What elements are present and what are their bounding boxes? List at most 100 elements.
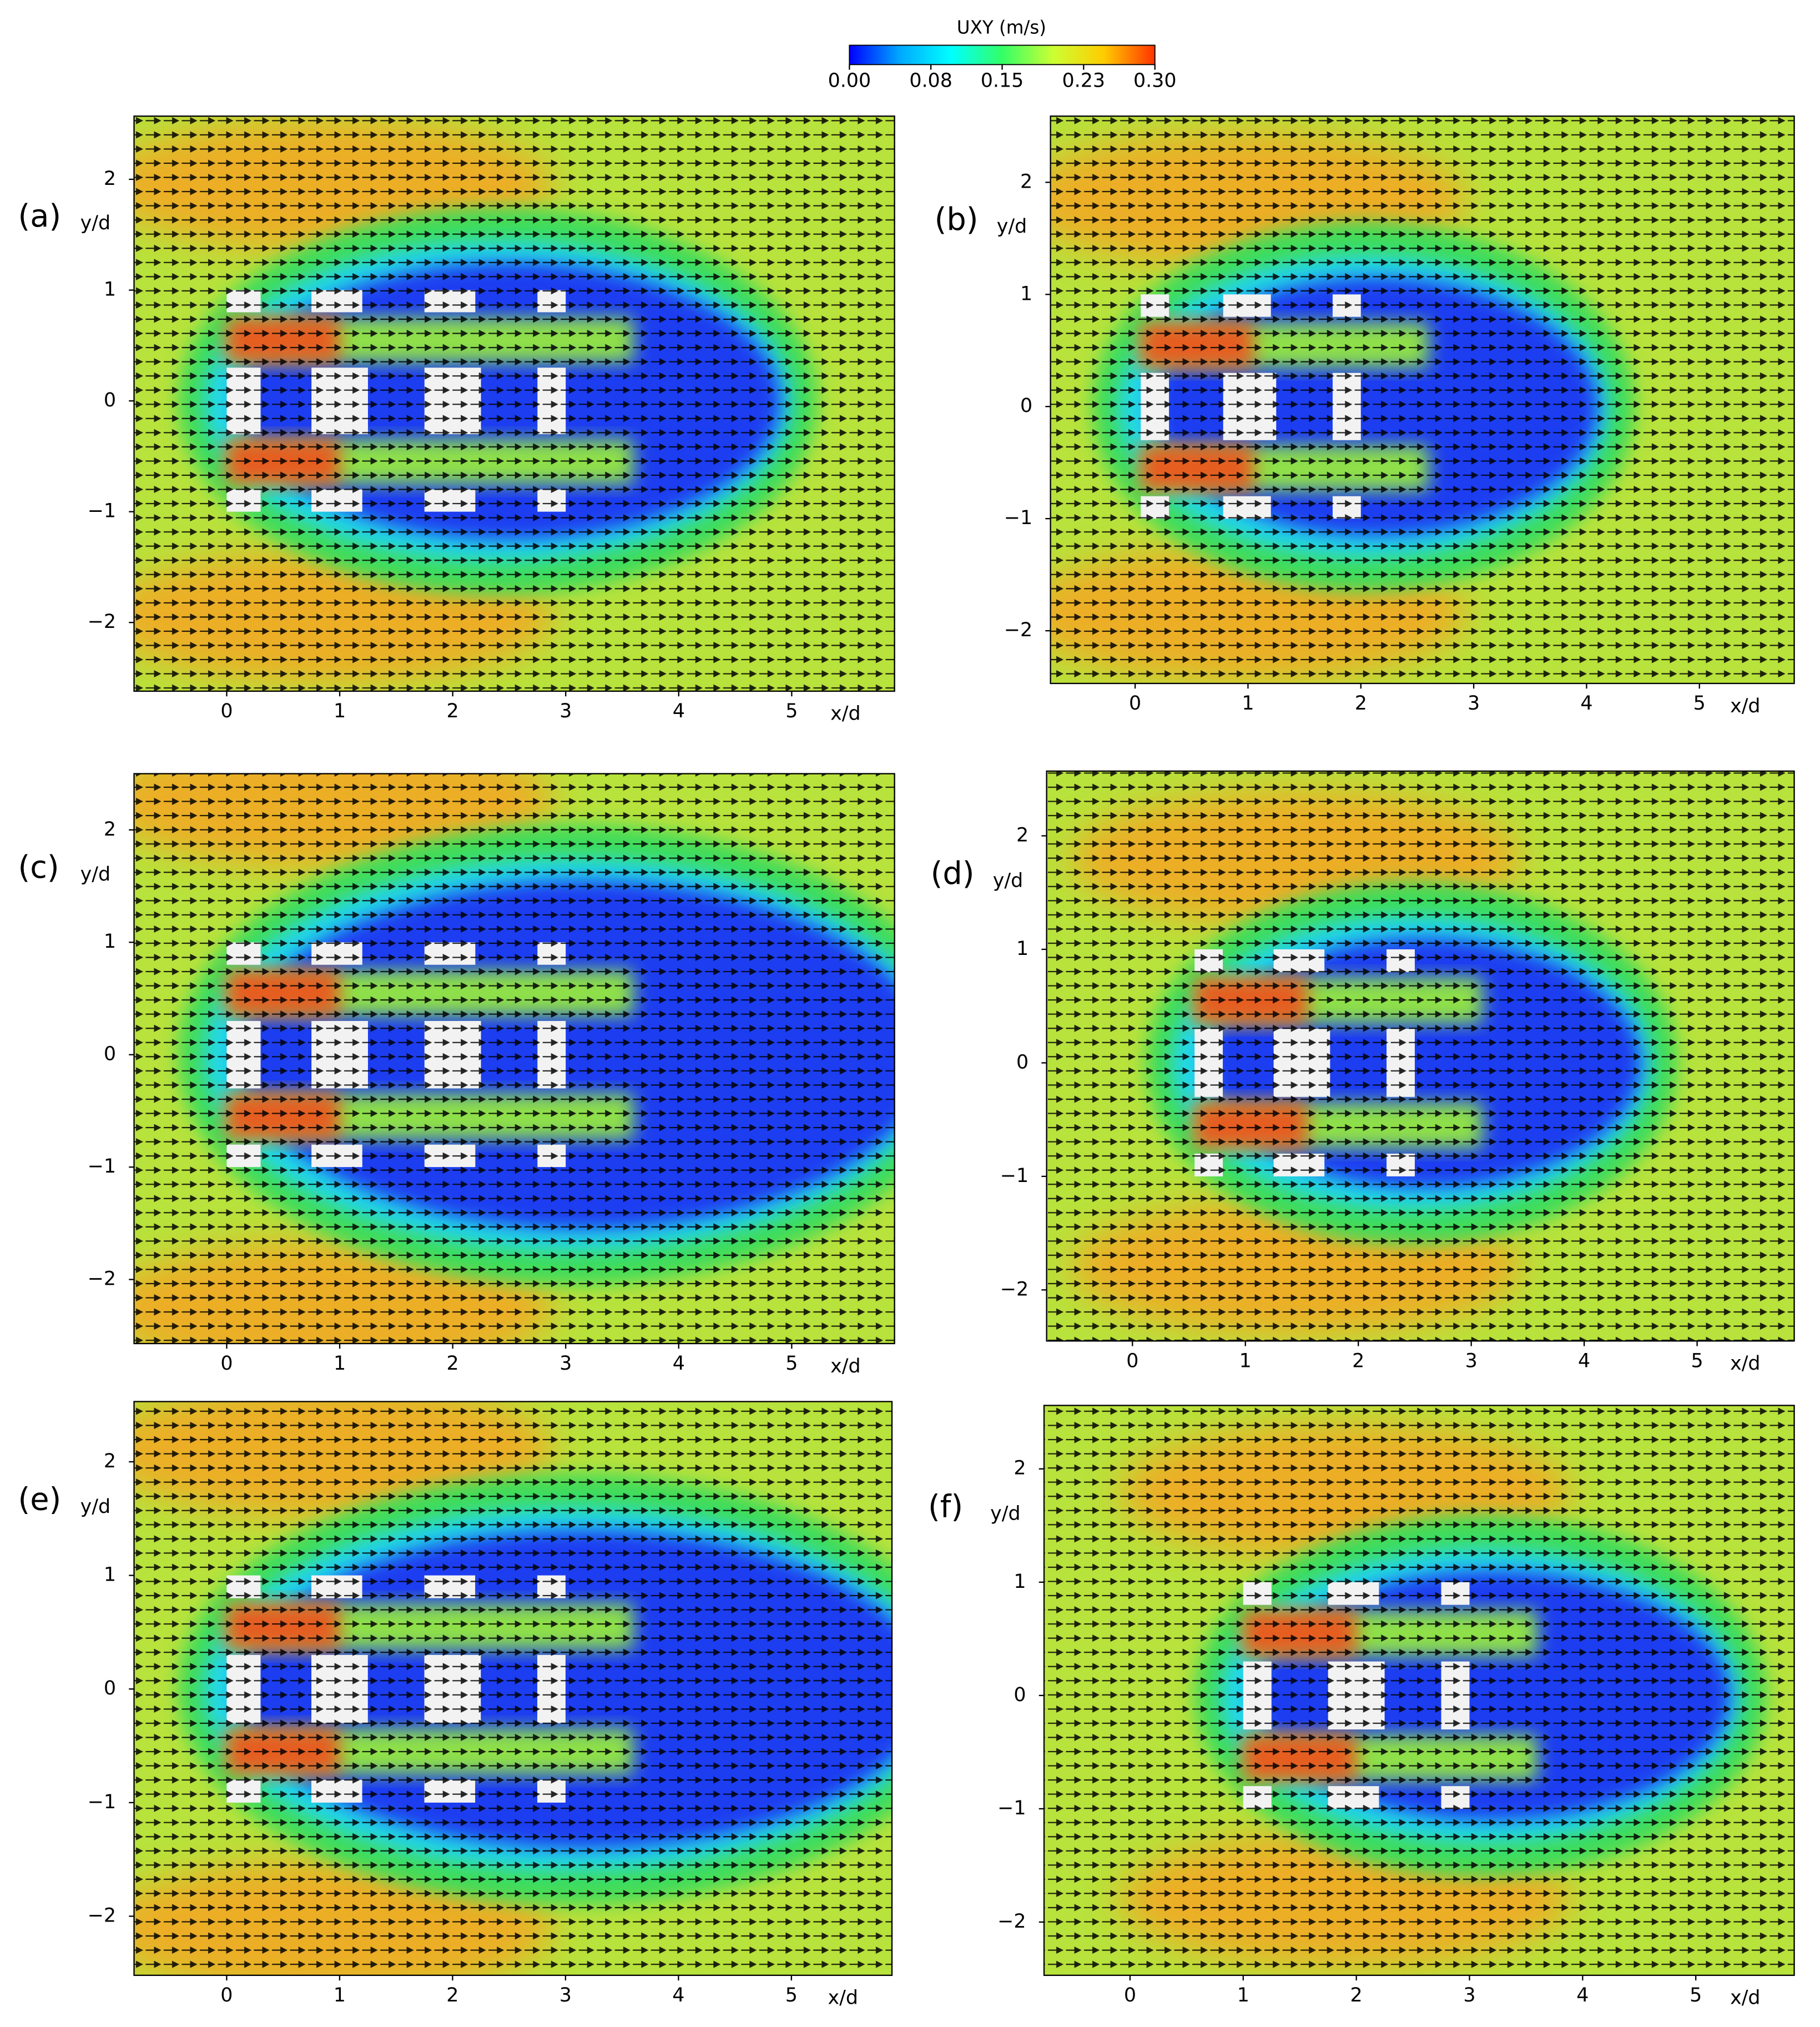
- y-axis-label: y/d: [990, 1502, 1020, 1525]
- panel: 0 1 2 3 4 5 −2 −1 0 1 2 x/d y/d (e): [18, 1401, 893, 2009]
- x-tick-label: 4: [672, 1984, 684, 2006]
- y-tick-label: −1: [1000, 1165, 1029, 1187]
- x-tick-label: 4: [1578, 1350, 1590, 1372]
- x-axis-label: x/d: [828, 1987, 858, 2009]
- x-tick-label: 1: [1242, 692, 1254, 715]
- panel: 0 1 2 3 4 5 −2 −1 0 1 2 x/d y/d (b): [935, 115, 1795, 717]
- panel-label: (d): [931, 856, 975, 892]
- x-tick-label: 5: [785, 1352, 798, 1375]
- y-axis-label: y/d: [997, 215, 1027, 238]
- x-tick-label: 2: [1355, 692, 1367, 715]
- y-tick-label: −2: [88, 1268, 116, 1290]
- x-tick-label: 0: [220, 1352, 233, 1375]
- velocity-field: [1044, 1405, 1794, 1975]
- y-tick-label: 0: [1020, 395, 1032, 417]
- colorbar-title: UXY (m/s): [957, 17, 1046, 38]
- panel-label: (b): [935, 202, 979, 238]
- velocity-field: [134, 116, 895, 691]
- x-tick-label: 4: [1576, 1984, 1589, 2006]
- y-tick-label: 2: [104, 818, 116, 841]
- colorbar-tick-label: 0.08: [909, 70, 952, 92]
- x-axis-label: x/d: [1730, 1352, 1760, 1375]
- x-tick-label: 5: [1690, 1984, 1702, 2006]
- plot-frame: [133, 773, 895, 1345]
- x-tick-label: 3: [559, 1984, 572, 2006]
- colorbar-tick-label: 0.15: [981, 70, 1024, 92]
- velocity-arrows: [134, 116, 895, 691]
- velocity-field: [134, 1401, 892, 1975]
- plot-frame: [1050, 115, 1795, 685]
- plot-frame: [133, 115, 895, 692]
- colorbar-tick-label: 0.23: [1062, 70, 1106, 92]
- panel: 0 1 2 3 4 5 −2 −1 0 1 2 x/d y/d (a): [18, 115, 895, 725]
- x-tick-label: 2: [446, 1984, 458, 2006]
- velocity-field: [1050, 116, 1794, 684]
- y-tick-label: 2: [1014, 1457, 1026, 1480]
- y-tick-label: −1: [88, 1791, 116, 1813]
- y-tick-label: 0: [104, 1677, 116, 1699]
- panel: 0 1 2 3 4 5 −2 −1 0 1 2 x/d y/d (f): [928, 1405, 1795, 2009]
- x-tick-label: 1: [1237, 1984, 1249, 2006]
- x-axis-label: x/d: [1730, 1987, 1760, 2009]
- panel-label: (a): [18, 198, 62, 234]
- x-tick-label: 0: [220, 1984, 233, 2006]
- panel: 0 1 2 3 4 5 −2 −1 0 1 2 x/d y/d (c): [18, 773, 895, 1377]
- colorbar-tick-label: 0.30: [1133, 70, 1177, 92]
- x-tick-label: 5: [1693, 692, 1706, 715]
- x-tick-label: 3: [559, 1352, 572, 1375]
- x-tick-label: 2: [447, 1352, 459, 1375]
- y-tick-label: −1: [997, 1797, 1026, 1819]
- y-tick-label: 0: [1014, 1684, 1026, 1706]
- y-tick-label: 1: [104, 279, 116, 301]
- y-tick-label: −2: [997, 1910, 1026, 1933]
- y-tick-label: −2: [88, 1904, 116, 1927]
- x-tick-label: 0: [1124, 1984, 1136, 2006]
- x-tick-label: 0: [1129, 692, 1141, 715]
- x-tick-label: 4: [1580, 692, 1592, 715]
- x-axis-label: x/d: [830, 1355, 860, 1377]
- x-tick-label: 3: [1468, 692, 1480, 715]
- y-tick-label: 2: [1016, 824, 1029, 846]
- x-tick-label: 5: [1691, 1350, 1703, 1372]
- y-tick-label: −2: [1004, 619, 1032, 641]
- x-tick-label: 4: [673, 700, 685, 722]
- panel-label: (f): [928, 1488, 963, 1525]
- x-tick-label: 5: [785, 1984, 798, 2006]
- x-tick-label: 2: [447, 700, 459, 722]
- y-tick-label: 0: [104, 389, 116, 411]
- x-tick-label: 0: [220, 700, 233, 722]
- y-tick-label: 0: [1016, 1051, 1029, 1073]
- y-axis-label: y/d: [993, 869, 1023, 892]
- colorbar: [849, 44, 1156, 66]
- y-axis-label: y/d: [80, 212, 110, 234]
- panel: 0 1 2 3 4 5 −2 −1 0 1 2 x/d y/d (d): [931, 770, 1795, 1375]
- x-tick-label: 3: [559, 700, 572, 722]
- x-tick-label: 5: [785, 700, 798, 722]
- y-tick-label: 0: [104, 1043, 116, 1065]
- y-tick-label: 1: [1020, 283, 1032, 305]
- y-tick-label: −1: [1004, 507, 1032, 529]
- x-tick-label: 1: [1239, 1350, 1252, 1372]
- x-tick-label: 2: [1352, 1350, 1364, 1372]
- x-axis-label: x/d: [830, 703, 860, 725]
- x-tick-label: 0: [1126, 1350, 1138, 1372]
- y-tick-label: −1: [88, 1155, 116, 1178]
- y-tick-label: −2: [88, 611, 116, 633]
- velocity-arrows: [1046, 771, 1794, 1341]
- x-axis-label: x/d: [1730, 695, 1760, 717]
- velocity-field: [1046, 771, 1794, 1341]
- y-tick-label: 2: [104, 1450, 116, 1472]
- y-tick-label: 1: [1014, 1571, 1026, 1593]
- y-tick-label: 1: [104, 930, 116, 953]
- x-tick-label: 3: [1463, 1984, 1475, 2006]
- x-tick-label: 3: [1465, 1350, 1478, 1372]
- y-tick-label: 1: [1016, 938, 1029, 960]
- x-tick-label: 4: [673, 1352, 685, 1375]
- y-tick-label: −2: [1000, 1278, 1029, 1300]
- x-tick-label: 1: [334, 1984, 346, 2006]
- velocity-arrows: [134, 773, 895, 1344]
- plot-frame: [1046, 770, 1795, 1342]
- velocity-arrows: [1050, 116, 1794, 684]
- y-tick-label: 2: [104, 168, 116, 190]
